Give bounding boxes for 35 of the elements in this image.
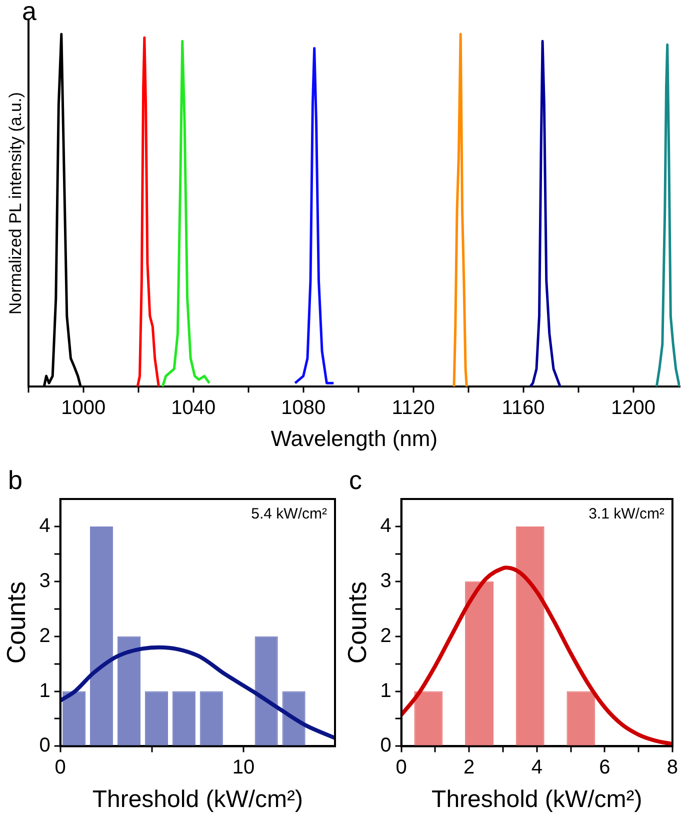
annotation: 5.4 kW/cm² — [251, 506, 327, 523]
y-tick-label: 0 — [39, 734, 50, 757]
chart-title: a — [22, 0, 37, 26]
y-axis-title: Counts — [0, 581, 31, 664]
y-tick-label: 4 — [380, 514, 392, 537]
x-axis-title: Threshold (kW/cm²) — [432, 786, 642, 814]
x-tick-label: 1160 — [502, 397, 545, 420]
y-tick-label: 1 — [39, 680, 50, 702]
y-tick-label: 3 — [380, 570, 392, 592]
y-tick-label: 3 — [39, 570, 50, 592]
x-tick-label: 8 — [666, 756, 678, 779]
y-axis-title: Normalized PL intensity (a.u.) — [6, 92, 25, 314]
x-tick-label: 1120 — [392, 397, 435, 420]
annotation: 3.1 kW/cm² — [588, 506, 664, 523]
y-tick-label: 2 — [380, 624, 392, 647]
x-axis-title: Threshold (kW/cm²) — [92, 786, 304, 814]
x-tick-label: 4 — [531, 756, 542, 779]
chart-title: c — [349, 465, 362, 496]
x-tick-label: 6 — [599, 756, 610, 779]
y-tick-label: 0 — [380, 734, 392, 757]
chart-title: b — [8, 465, 22, 496]
x-tick-label: 1000 — [61, 397, 106, 420]
y-tick-label: 4 — [39, 514, 50, 537]
y-tick-label: 1 — [380, 680, 392, 702]
x-tick-label: 1200 — [611, 397, 656, 420]
x-tick-label: 1040 — [171, 397, 216, 420]
y-axis-title: Counts — [342, 581, 372, 664]
y-tick-label: 2 — [39, 624, 50, 647]
x-tick-label: 0 — [396, 756, 407, 779]
x-tick-label: 0 — [54, 756, 66, 779]
x-tick-label: 1080 — [281, 397, 326, 420]
x-tick-label: 10 — [232, 756, 255, 779]
x-axis-title: Wavelength (nm) — [270, 426, 438, 451]
line-series — [60, 645, 335, 740]
x-tick-label: 2 — [464, 756, 475, 779]
